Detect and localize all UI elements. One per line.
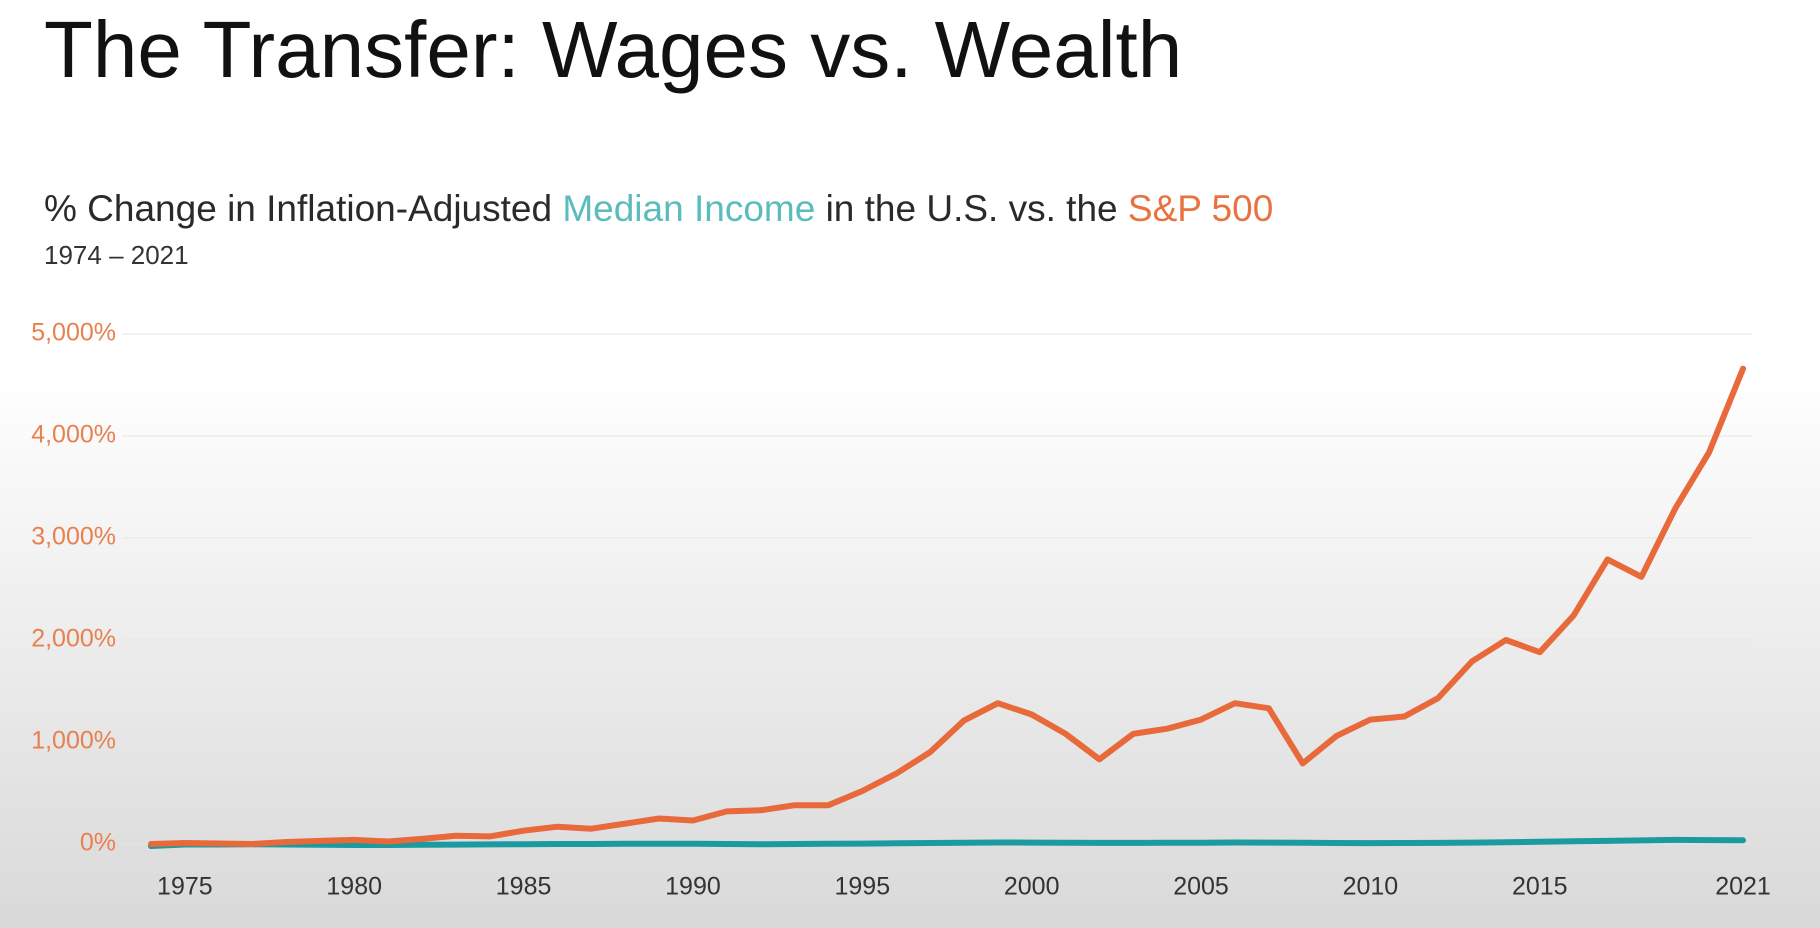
data-line	[148, 365, 1746, 847]
chart-title: The Transfer: Wages vs. Wealth	[44, 5, 1182, 94]
x-tick-label: 2015	[1512, 873, 1568, 901]
x-tick-label: 2000	[1004, 873, 1060, 901]
y-tick-label: 1,000%	[31, 727, 116, 755]
subtitle-text: in the U.S. vs. the	[815, 188, 1128, 229]
subtitle-text: % Change in Inflation-Adjusted	[44, 188, 562, 229]
y-tick-label: 2,000%	[31, 625, 116, 653]
x-tick-label: 1995	[835, 873, 891, 901]
y-tick-label: 4,000%	[31, 421, 116, 449]
x-tick-label: 1985	[496, 873, 552, 901]
y-tick-label: 3,000%	[31, 523, 116, 551]
y-tick-label: 5,000%	[31, 319, 116, 347]
x-tick-label: 2010	[1343, 873, 1399, 901]
chart-subtitle: % Change in Inflation-Adjusted Median In…	[44, 188, 1273, 229]
x-tick-label: 2005	[1173, 873, 1229, 901]
x-tick-label: 1980	[326, 873, 382, 901]
x-tick-label: 1975	[157, 873, 213, 901]
x-tick-label: 1990	[665, 873, 721, 901]
legend-entry: S&P 500	[1128, 188, 1273, 229]
legend-entry: Median Income	[562, 188, 815, 229]
data-line	[148, 836, 1746, 849]
y-tick-label: 0%	[80, 829, 116, 857]
date-range: 1974 – 2021	[44, 240, 189, 270]
x-tick-label: 2021	[1715, 873, 1771, 901]
